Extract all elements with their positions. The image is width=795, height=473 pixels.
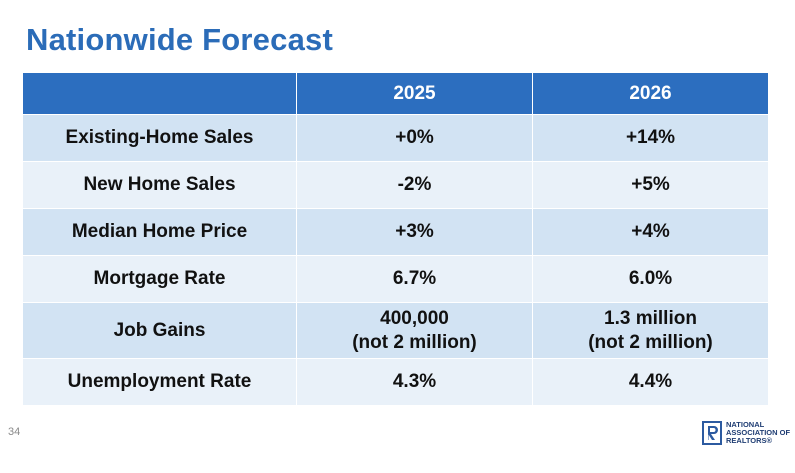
value-2026: +5% (532, 161, 769, 209)
nar-logo: NATIONAL ASSOCIATION OF REALTORS® (702, 421, 790, 445)
logo-line-3: REALTORS® (726, 436, 773, 445)
logo-line-1: NATIONAL (726, 420, 765, 429)
table-row: Job Gains 400,000 (not 2 million) 1.3 mi… (22, 302, 769, 359)
value-2025: 4.3% (296, 358, 533, 406)
row-label: Job Gains (22, 302, 297, 359)
forecast-table: 2025 2026 Existing-Home Sales +0% +14% N… (22, 72, 769, 406)
value-2025: +3% (296, 208, 533, 256)
table-row: Median Home Price +3% +4% (22, 208, 769, 256)
row-label: New Home Sales (22, 161, 297, 209)
table-row: Mortgage Rate 6.7% 6.0% (22, 255, 769, 303)
value-2026-note: (not 2 million) (588, 331, 713, 353)
header-2026: 2026 (532, 72, 769, 115)
row-label: Unemployment Rate (22, 358, 297, 406)
value-2026: 6.0% (532, 255, 769, 303)
row-label: Mortgage Rate (22, 255, 297, 303)
value-2025: +0% (296, 114, 533, 162)
value-2025-note: (not 2 million) (352, 331, 477, 353)
row-label: Existing-Home Sales (22, 114, 297, 162)
header-blank (22, 72, 297, 115)
realtor-r-icon (702, 421, 722, 445)
page-number: 34 (8, 426, 21, 438)
table-header-row: 2025 2026 (22, 72, 769, 115)
table-row: New Home Sales -2% +5% (22, 161, 769, 209)
value-2025: -2% (296, 161, 533, 209)
page-title: Nationwide Forecast (26, 22, 333, 57)
value-2026: +4% (532, 208, 769, 256)
value-2026: 4.4% (532, 358, 769, 406)
value-2026: 1.3 million (not 2 million) (532, 302, 769, 359)
logo-text: NATIONAL ASSOCIATION OF REALTORS® (726, 421, 790, 445)
header-2025: 2025 (296, 72, 533, 115)
value-2025: 400,000 (not 2 million) (296, 302, 533, 359)
value-2025: 6.7% (296, 255, 533, 303)
value-2026: +14% (532, 114, 769, 162)
row-label: Median Home Price (22, 208, 297, 256)
value-2026-main: 1.3 million (604, 307, 697, 329)
value-2025-main: 400,000 (380, 307, 449, 329)
logo-line-2: ASSOCIATION OF (726, 428, 791, 437)
table-row: Unemployment Rate 4.3% 4.4% (22, 358, 769, 406)
table-row: Existing-Home Sales +0% +14% (22, 114, 769, 162)
